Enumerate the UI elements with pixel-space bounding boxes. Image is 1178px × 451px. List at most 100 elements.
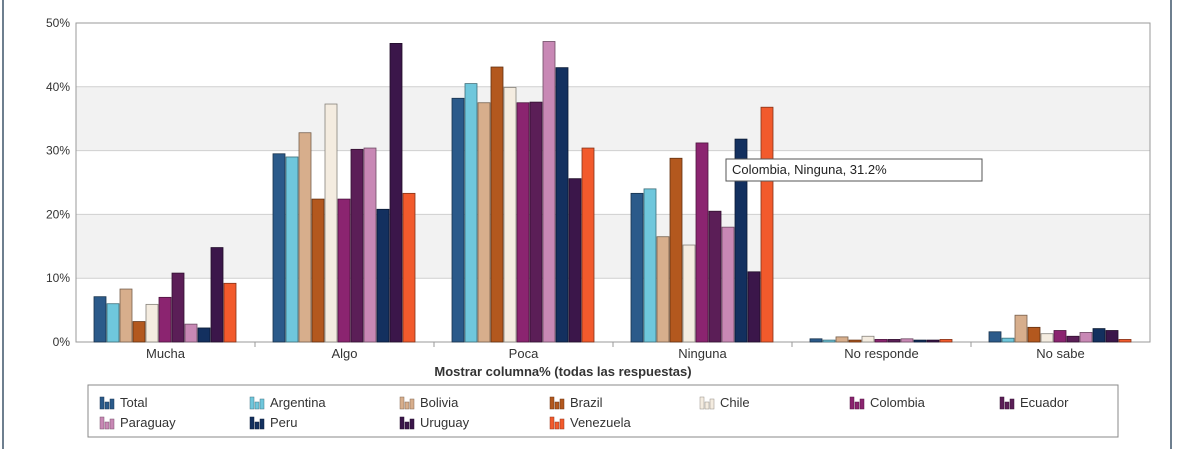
bar-chile-no-responde[interactable] [861,335,875,343]
x-tick-label: Poca [509,346,539,361]
bar-ecuador-no-responde[interactable] [887,339,901,343]
bar-ecuador-ninguna[interactable] [708,210,722,343]
bar-bolivia-ninguna[interactable] [656,236,670,343]
legend-bar-icon [409,418,415,430]
legend-item-ecuador[interactable]: Ecuador [999,395,1069,410]
legend-item-total[interactable]: Total [99,395,148,410]
bar-venezuela-algo[interactable] [402,192,416,343]
bar-total-algo[interactable] [272,153,286,343]
legend-item-brazil[interactable]: Brazil [549,395,603,410]
bar-paraguay-no-sabe[interactable] [1079,332,1093,343]
bar-chile-poca[interactable] [503,87,517,343]
bar-argentina-mucha[interactable] [106,303,120,343]
bar-brazil-mucha[interactable] [132,321,146,343]
legend-bar-icon [559,418,565,430]
bar-argentina-poca[interactable] [464,83,478,343]
x-tick-label: No sabe [1036,346,1084,361]
legend-bar-icon [999,396,1005,410]
legend-item-uruguay[interactable]: Uruguay [399,415,470,430]
legend-bar-icon [849,396,855,410]
legend-bar-icon [1004,401,1010,410]
bar-peru-algo[interactable] [376,208,390,343]
bar-brazil-no-sabe[interactable] [1027,326,1041,343]
bar-bolivia-no-responde[interactable] [835,336,849,343]
bar-venezuela-ninguna[interactable] [760,106,774,343]
bar-argentina-algo[interactable] [285,156,299,343]
bar-ecuador-mucha[interactable] [171,272,185,343]
bar-total-ninguna[interactable] [630,192,644,343]
x-tick-label: Algo [331,346,357,361]
bar-chile-mucha[interactable] [145,303,159,343]
legend-item-chile[interactable]: Chile [699,395,750,410]
bar-paraguay-algo[interactable] [363,147,377,343]
bar-brazil-no-responde[interactable] [848,339,862,343]
bar-bolivia-no-sabe[interactable] [1014,314,1028,343]
bar-colombia-no-responde[interactable] [874,339,888,343]
bar-uruguay-ninguna[interactable] [747,271,761,343]
bar-total-no-sabe[interactable] [988,331,1002,343]
bar-brazil-algo[interactable] [311,198,325,343]
bar-total-poca[interactable] [451,97,465,343]
legend-bar-icon [554,401,560,410]
legend-item-venezuela[interactable]: Venezuela [549,415,631,430]
bar-uruguay-mucha[interactable] [210,247,224,343]
bar-venezuela-poca[interactable] [581,147,595,343]
legend-bar-icon [554,421,560,430]
bar-ecuador-no-sabe[interactable] [1066,335,1080,343]
bar-peru-ninguna[interactable] [734,138,748,343]
legend-bar-icon [99,396,105,410]
bar-colombia-poca[interactable] [516,102,530,343]
bar-colombia-mucha[interactable] [158,296,172,343]
bar-uruguay-no-sabe[interactable] [1105,330,1119,343]
legend-item-paraguay[interactable]: Paraguay [99,415,176,430]
bar-uruguay-poca[interactable] [568,178,582,343]
bar-paraguay-no-responde[interactable] [900,338,914,343]
bar-total-no-responde[interactable] [809,338,823,343]
bar-peru-poca[interactable] [555,67,569,343]
bar-chile-no-sabe[interactable] [1040,333,1054,343]
legend-bar-icon [859,398,865,410]
bar-brazil-poca[interactable] [490,66,504,343]
bar-paraguay-mucha[interactable] [184,323,198,343]
legend-item-bolivia[interactable]: Bolivia [399,395,459,410]
legend-bar-icon [259,418,265,430]
legend-label: Total [120,395,148,410]
bar-uruguay-algo[interactable] [389,43,403,343]
bar-bolivia-poca[interactable] [477,102,491,343]
y-tick-label: 20% [46,207,70,221]
legend-bar-icon [109,398,115,410]
bar-venezuela-mucha[interactable] [223,282,237,343]
legend-bar-icon [404,401,410,410]
legend-item-argentina[interactable]: Argentina [249,395,326,410]
legend-bar-icon [249,416,255,430]
bar-ecuador-algo[interactable] [350,148,364,343]
y-tick-label: 40% [46,80,70,94]
bar-total-mucha[interactable] [93,296,107,343]
y-tick-label: 0% [53,335,71,349]
bar-paraguay-ninguna[interactable] [721,226,735,343]
bar-argentina-no-sabe[interactable] [1001,337,1015,343]
bar-argentina-no-responde[interactable] [822,339,836,343]
bar-paraguay-poca[interactable] [542,41,556,343]
bar-chile-ninguna[interactable] [682,244,696,343]
bar-peru-no-sabe[interactable] [1092,328,1106,343]
tooltip: Colombia, Ninguna, 31.2% [725,158,983,182]
bar-uruguay-no-responde[interactable] [926,339,940,343]
bar-colombia-algo[interactable] [337,198,351,343]
bar-argentina-ninguna[interactable] [643,188,657,343]
bar-colombia-no-sabe[interactable] [1053,330,1067,343]
bar-brazil-ninguna[interactable] [669,157,683,343]
bar-bolivia-algo[interactable] [298,132,312,343]
bar-venezuela-no-sabe[interactable] [1118,339,1132,343]
legend-bar-icon [1009,398,1015,410]
bar-venezuela-no-responde[interactable] [939,339,953,343]
bar-bolivia-mucha[interactable] [119,288,133,343]
bar-colombia-ninguna[interactable] [695,142,709,343]
bar-chile-algo[interactable] [324,103,338,343]
legend-bar-icon [399,396,405,410]
bar-peru-mucha[interactable] [197,327,211,343]
bar-ecuador-poca[interactable] [529,101,543,343]
bar-peru-no-responde[interactable] [913,339,927,343]
legend-item-colombia[interactable]: Colombia [849,395,926,410]
legend-item-peru[interactable]: Peru [249,415,297,430]
